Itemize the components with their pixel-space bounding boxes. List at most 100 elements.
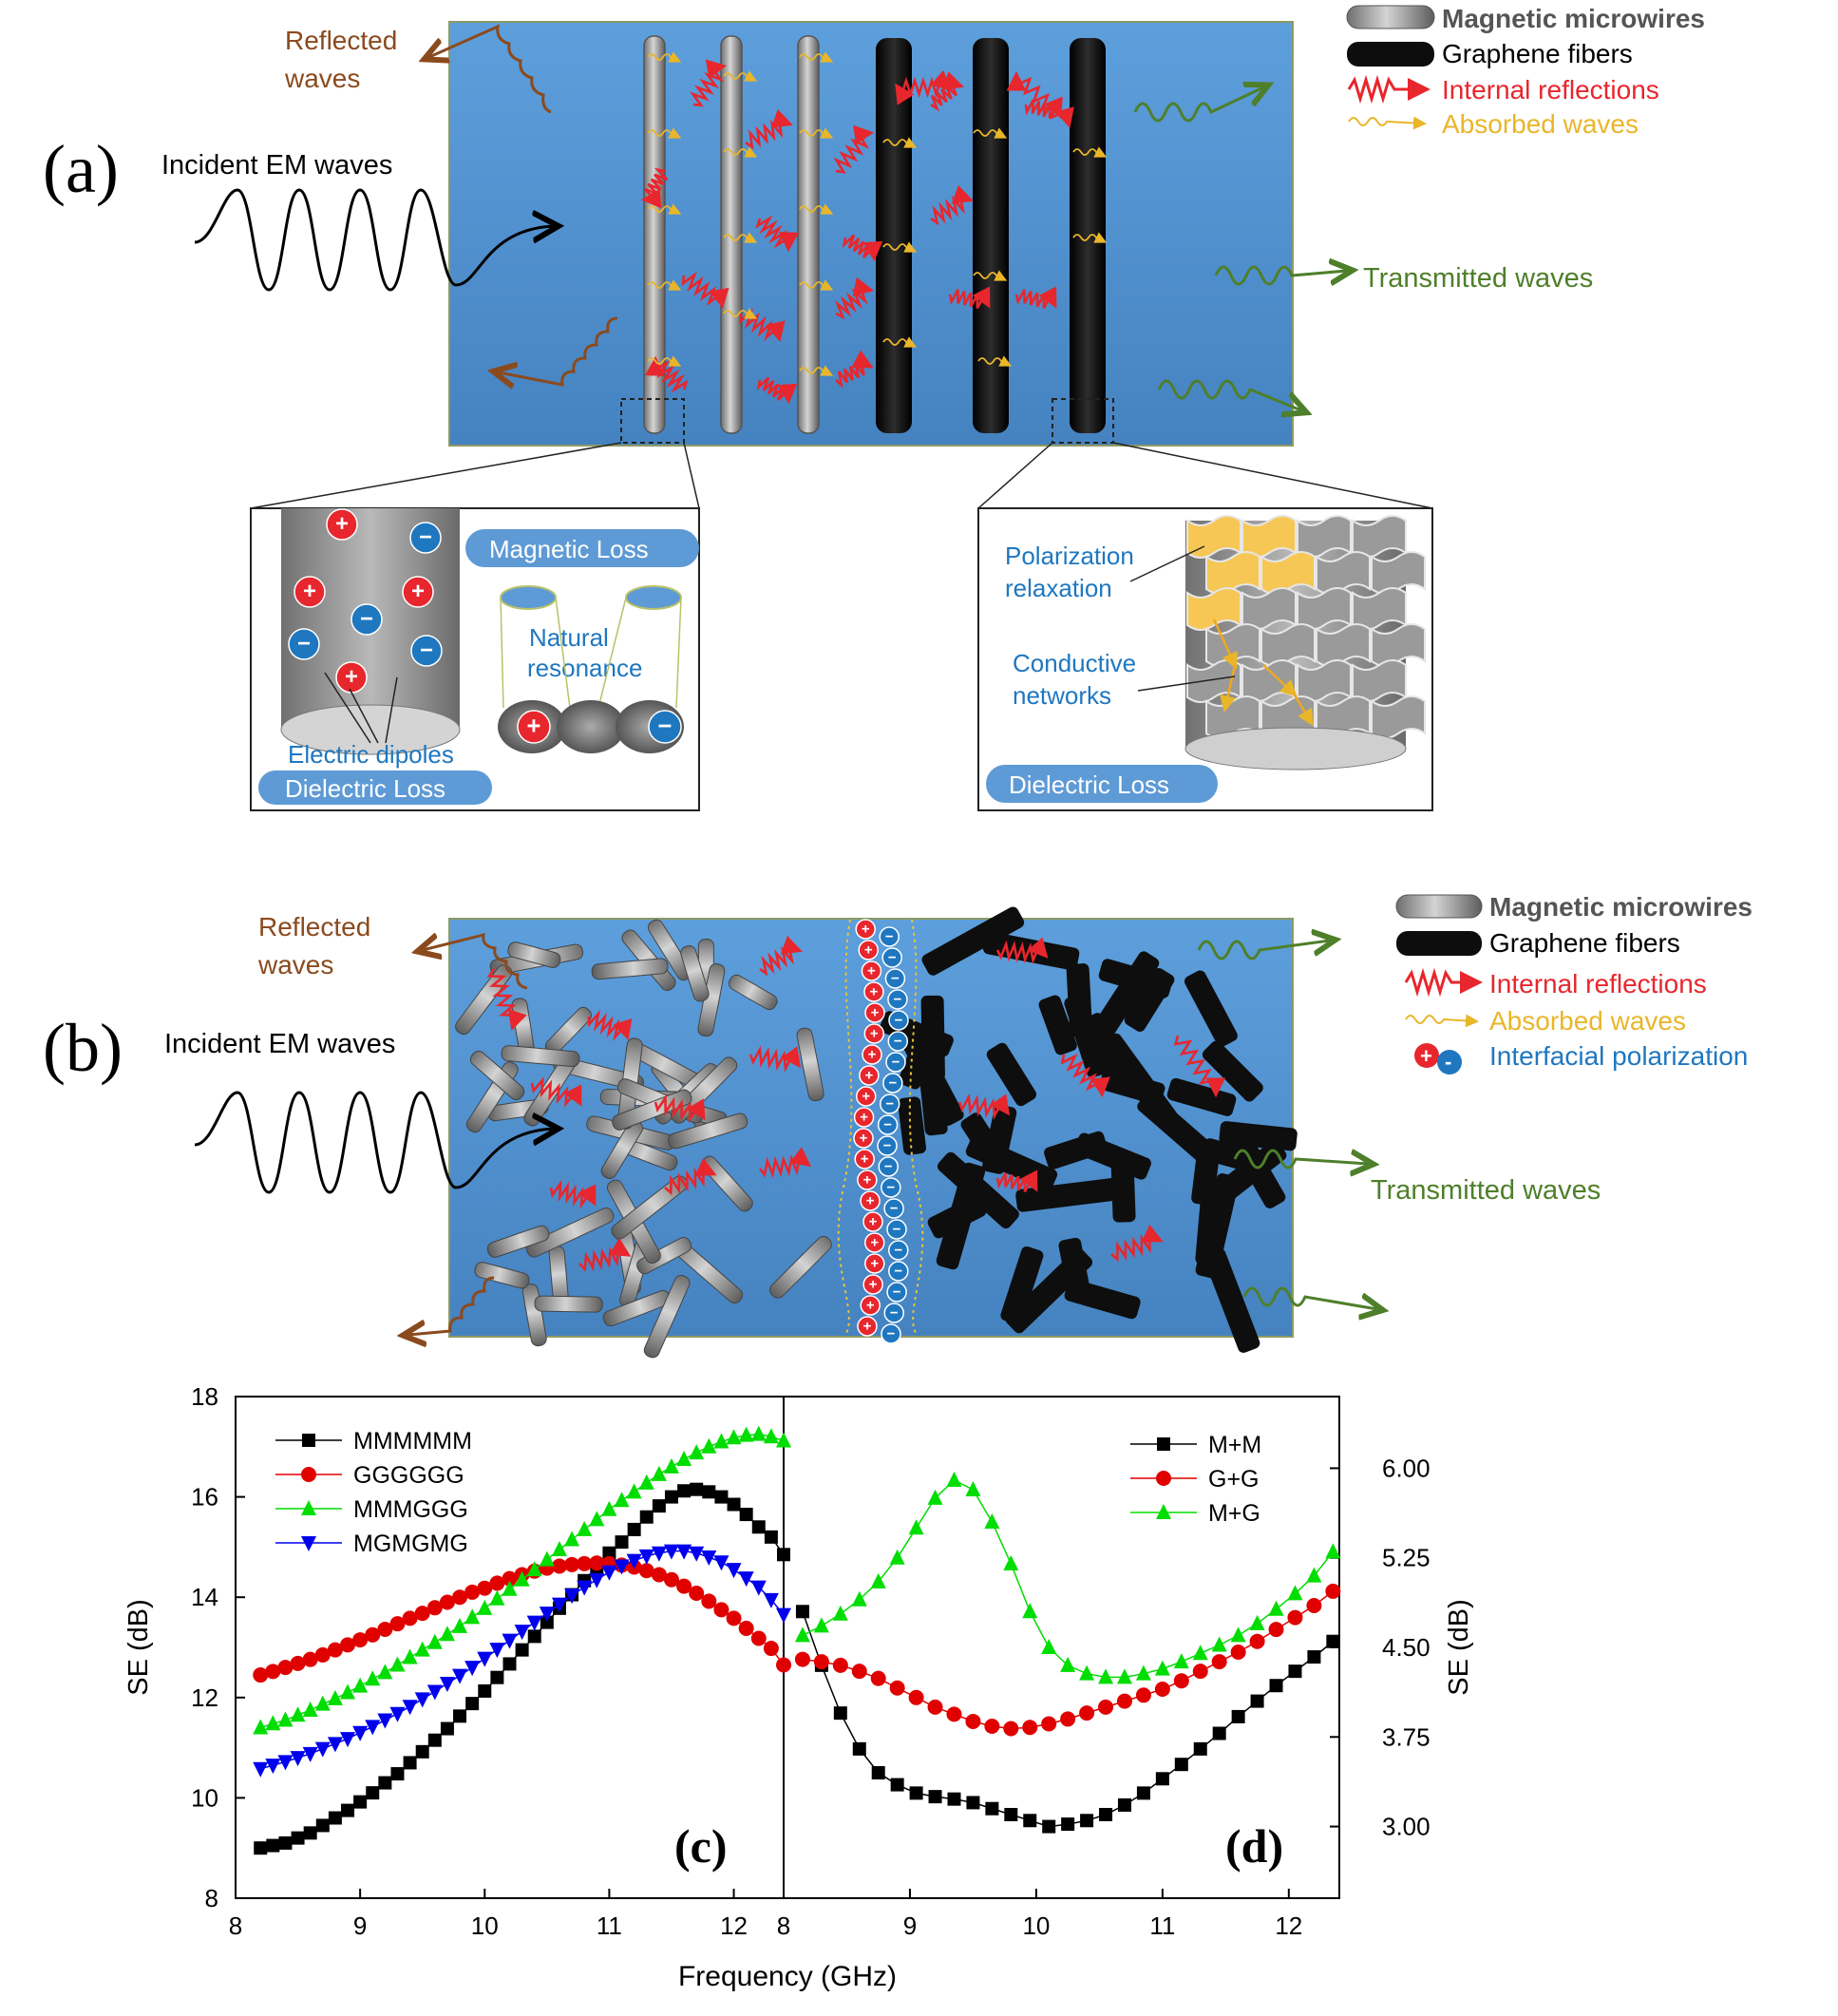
data-point xyxy=(503,1657,517,1670)
charge-sign: − xyxy=(894,1034,902,1050)
charge-sign: − xyxy=(419,524,432,550)
data-point xyxy=(389,1707,405,1722)
electric-dipoles-label: Electric dipoles xyxy=(288,740,454,769)
data-point xyxy=(328,1690,343,1705)
legend-internal-swatch xyxy=(1406,973,1477,992)
y-tick-label: 14 xyxy=(191,1583,218,1611)
data-point xyxy=(1155,1661,1170,1676)
y-axis-label: SE (dB) xyxy=(1444,1599,1474,1696)
y-tick-label: 10 xyxy=(191,1783,218,1812)
charge-sign: − xyxy=(887,1326,896,1342)
random-microwire xyxy=(535,1296,602,1312)
natural-resonance-label-2: resonance xyxy=(527,654,642,682)
charge-sign: + xyxy=(861,1151,869,1168)
data-point xyxy=(834,1706,847,1720)
data-point xyxy=(528,1629,541,1643)
positive-charge: + xyxy=(327,509,357,540)
charge-sign: + xyxy=(867,963,876,979)
y-tick-label: 16 xyxy=(191,1483,218,1512)
data-point xyxy=(291,1751,306,1766)
data-point xyxy=(689,1547,704,1562)
data-point xyxy=(377,1714,392,1729)
charge-sign: + xyxy=(869,1214,878,1230)
negative-charge: − xyxy=(881,1094,900,1113)
data-point xyxy=(852,1591,867,1607)
spin-disk xyxy=(626,586,681,609)
negative-charge: − xyxy=(881,1324,900,1343)
legend-label: MGMGMG xyxy=(353,1531,468,1557)
positive-charge: + xyxy=(856,920,875,939)
data-point xyxy=(1156,1772,1169,1785)
data-point xyxy=(340,1684,355,1700)
data-point xyxy=(728,1498,741,1512)
charge-sign: − xyxy=(886,1180,895,1196)
data-point xyxy=(928,1490,943,1505)
charge-sign: − xyxy=(894,992,902,1008)
data-point xyxy=(909,1690,924,1705)
negative-charge: − xyxy=(881,1178,900,1197)
data-point xyxy=(713,1602,729,1617)
zoom-line xyxy=(251,443,621,508)
legend-absorbed-label: Absorbed waves xyxy=(1489,1006,1686,1036)
data-point xyxy=(701,1438,716,1454)
data-point xyxy=(303,1747,318,1762)
positive-charge: + xyxy=(864,1024,883,1043)
negative-charge: − xyxy=(889,1011,908,1030)
data-point xyxy=(516,1644,529,1657)
spin-disk xyxy=(501,586,556,609)
data-point xyxy=(1231,1626,1246,1642)
data-point xyxy=(727,1563,742,1578)
charge-sign: + xyxy=(863,1319,872,1335)
zoom-line xyxy=(684,443,699,508)
data-point xyxy=(1041,1716,1056,1731)
graphene-fiber xyxy=(973,38,1009,433)
data-point xyxy=(452,1618,467,1633)
x-tick-label: 11 xyxy=(597,1911,622,1940)
data-point xyxy=(1212,1654,1227,1669)
data-point xyxy=(833,1658,848,1673)
panel-a-reflected-label-2: waves xyxy=(284,64,360,93)
data-point xyxy=(291,1706,306,1721)
data-point xyxy=(278,1836,292,1850)
negative-charge: − xyxy=(889,1262,908,1281)
y-tick-label: 3.00 xyxy=(1382,1813,1431,1841)
data-point xyxy=(713,1434,729,1449)
charge-sign: − xyxy=(885,1096,894,1113)
legend-interfacial-label: Interfacial polarization xyxy=(1489,1041,1748,1071)
data-point xyxy=(1270,1679,1283,1692)
panel-a-incident-label: Incident EM waves xyxy=(161,150,392,181)
data-point xyxy=(891,1778,904,1792)
data-point xyxy=(872,1766,885,1779)
data-point xyxy=(1023,1814,1036,1827)
legend-internal-swatch xyxy=(1349,80,1425,99)
conductive-label-2: networks xyxy=(1013,681,1111,710)
positive-charge: + xyxy=(862,1045,881,1064)
data-point xyxy=(739,1621,754,1636)
charge-sign: − xyxy=(890,1305,899,1322)
x-tick-label: 9 xyxy=(903,1911,917,1940)
data-point xyxy=(984,1719,999,1734)
data-point xyxy=(416,1745,429,1759)
charge-sign: + xyxy=(335,511,349,537)
data-point xyxy=(1193,1645,1208,1660)
positive-charge: + xyxy=(854,1129,873,1148)
negative-charge: − xyxy=(289,629,319,659)
data-point xyxy=(1137,1786,1150,1799)
legend-fiber-swatch xyxy=(1347,42,1434,67)
panel-a-label: (a) xyxy=(43,131,119,207)
y-tick-label: 8 xyxy=(205,1884,218,1912)
data-point xyxy=(1157,1437,1170,1451)
negative-charge: − xyxy=(889,1241,908,1260)
negative-charge: − xyxy=(887,1220,906,1239)
series-MMMMMM xyxy=(254,1483,790,1855)
data-point xyxy=(795,1652,810,1667)
data-point xyxy=(577,1521,592,1536)
data-point xyxy=(751,1630,767,1645)
data-point xyxy=(1079,1705,1094,1721)
charge-sign: − xyxy=(883,1117,892,1133)
negative-charge: − xyxy=(888,990,907,1009)
y-tick-label: 3.75 xyxy=(1382,1722,1431,1751)
charge-sign: + xyxy=(871,1005,880,1021)
positive-charge: + xyxy=(863,1212,882,1231)
positive-charge: + xyxy=(518,711,550,743)
